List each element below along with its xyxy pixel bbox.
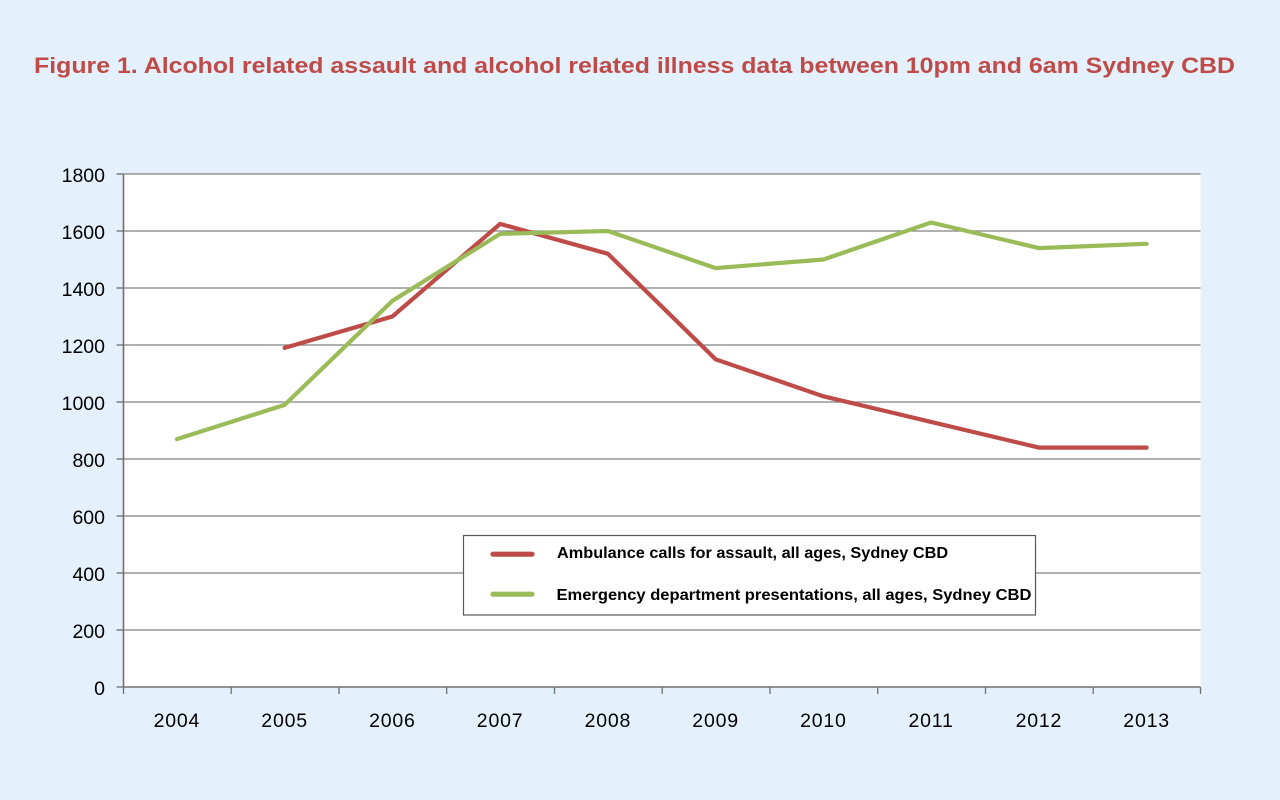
svg-text:400: 400 [72,564,105,586]
svg-text:1800: 1800 [62,165,106,187]
svg-text:2007: 2007 [477,710,524,732]
svg-text:Ambulance calls for assault, a: Ambulance calls for assault, all ages, S… [557,545,948,561]
svg-text:2005: 2005 [261,710,308,732]
svg-text:2006: 2006 [369,710,416,732]
svg-text:2010: 2010 [800,710,847,732]
svg-text:2011: 2011 [909,710,954,732]
svg-text:1000: 1000 [62,393,106,415]
svg-text:600: 600 [72,507,105,529]
svg-text:1400: 1400 [62,279,106,301]
svg-text:Emergency department presentat: Emergency department presentations, all … [557,587,1032,603]
svg-text:200: 200 [72,621,105,643]
svg-text:2004: 2004 [154,710,201,732]
svg-text:1600: 1600 [62,222,106,244]
svg-text:2008: 2008 [585,710,632,732]
svg-text:2009: 2009 [692,710,739,732]
svg-text:800: 800 [72,450,105,472]
svg-text:2012: 2012 [1016,710,1063,732]
svg-text:2013: 2013 [1123,710,1170,732]
svg-text:0: 0 [94,678,105,700]
svg-text:1200: 1200 [62,336,106,358]
